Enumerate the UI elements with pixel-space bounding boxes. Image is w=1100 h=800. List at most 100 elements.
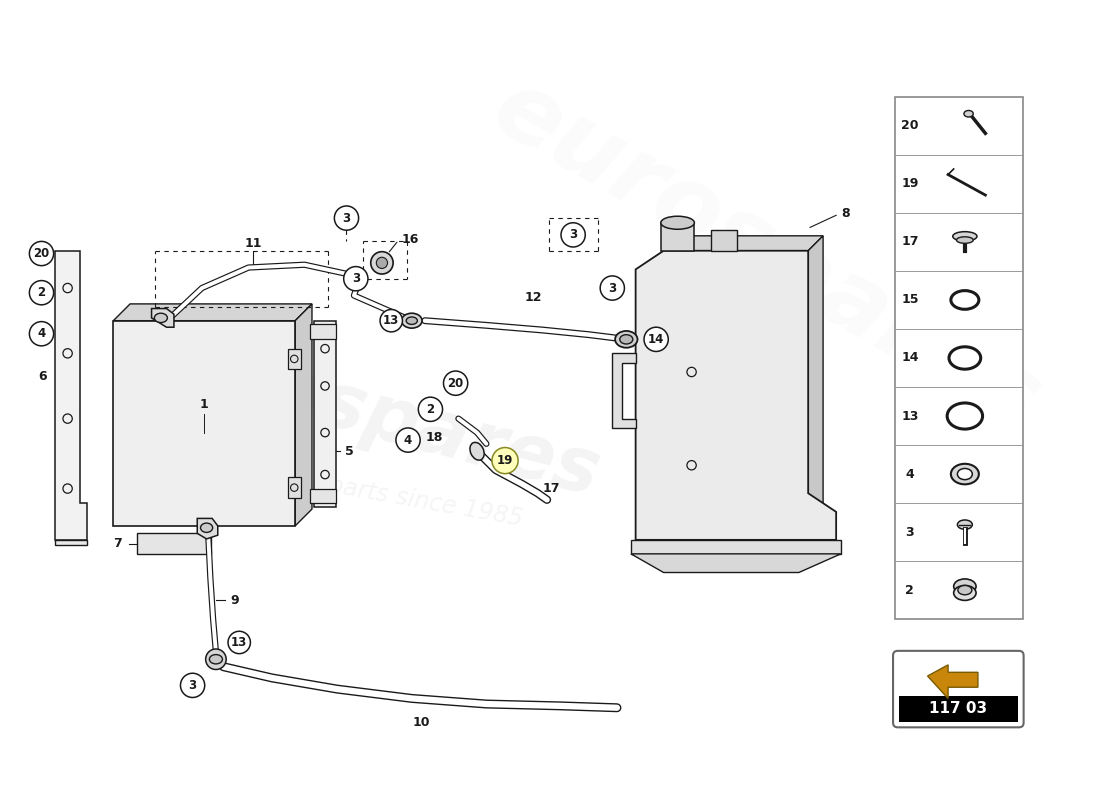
FancyBboxPatch shape [895,97,1023,619]
Circle shape [371,252,393,274]
Circle shape [644,327,669,351]
Ellipse shape [402,314,422,328]
Circle shape [30,281,54,305]
Ellipse shape [209,654,222,664]
Ellipse shape [406,317,417,325]
Circle shape [334,206,359,230]
Text: 3: 3 [608,282,616,294]
Text: 20: 20 [901,119,918,132]
FancyBboxPatch shape [661,222,694,250]
Ellipse shape [953,232,977,241]
Circle shape [206,649,227,670]
Text: 14: 14 [901,351,918,365]
Text: 4: 4 [905,467,914,481]
Polygon shape [295,304,312,526]
Polygon shape [613,354,636,428]
Text: 16: 16 [402,233,419,246]
FancyBboxPatch shape [310,325,337,339]
Text: 12: 12 [525,291,542,304]
Ellipse shape [661,216,694,230]
Text: 17: 17 [901,235,918,249]
Text: 4: 4 [37,327,45,340]
Text: 117 03: 117 03 [930,701,988,716]
Ellipse shape [200,523,212,533]
Ellipse shape [964,110,974,117]
Text: 20: 20 [448,377,464,390]
FancyBboxPatch shape [893,651,1024,727]
Polygon shape [152,309,174,327]
Ellipse shape [615,331,638,348]
Text: 19: 19 [497,454,514,467]
Polygon shape [631,554,840,573]
Text: 13: 13 [383,314,399,327]
Text: 2: 2 [427,402,434,416]
Ellipse shape [957,237,974,243]
Ellipse shape [954,579,976,594]
FancyBboxPatch shape [288,478,300,498]
FancyBboxPatch shape [113,321,295,526]
Polygon shape [927,665,978,698]
Circle shape [601,276,625,300]
Text: 15: 15 [901,294,918,306]
Ellipse shape [957,469,972,480]
Circle shape [492,447,518,474]
Circle shape [396,428,420,452]
Text: 19: 19 [901,178,918,190]
Circle shape [30,322,54,346]
FancyBboxPatch shape [899,696,1018,722]
Text: 5: 5 [345,445,354,458]
Ellipse shape [470,442,484,460]
Text: 7: 7 [113,537,122,550]
Circle shape [30,242,54,266]
Polygon shape [631,540,840,554]
Text: 14: 14 [648,333,664,346]
Polygon shape [636,250,836,540]
Text: eurospares: eurospares [476,62,1056,450]
Text: 3: 3 [905,526,914,538]
Text: 13: 13 [901,410,918,422]
FancyBboxPatch shape [288,349,300,369]
Text: 3: 3 [188,679,197,692]
Circle shape [561,222,585,247]
FancyBboxPatch shape [310,489,337,503]
FancyBboxPatch shape [712,230,737,250]
Polygon shape [113,304,312,321]
Circle shape [443,371,468,395]
Text: 20: 20 [33,247,50,260]
Ellipse shape [154,314,167,322]
Text: 3: 3 [342,211,351,225]
Text: 3: 3 [352,272,360,286]
Text: 11: 11 [244,237,262,250]
Ellipse shape [958,586,972,594]
Text: 18: 18 [426,430,443,444]
Text: 9: 9 [230,594,239,607]
Text: 4: 4 [404,434,412,446]
Text: 2: 2 [37,286,45,299]
Text: 10: 10 [412,716,430,729]
Ellipse shape [950,464,979,484]
Ellipse shape [619,334,632,344]
Circle shape [376,258,387,269]
Ellipse shape [954,586,976,600]
Text: eurospares: eurospares [122,316,608,512]
Polygon shape [55,540,87,545]
Polygon shape [808,236,823,540]
Text: 13: 13 [231,636,248,649]
Polygon shape [55,250,87,540]
Ellipse shape [957,520,972,530]
Circle shape [228,631,251,654]
Text: 8: 8 [842,207,850,220]
Circle shape [343,266,367,291]
Circle shape [381,310,403,332]
Polygon shape [663,236,823,250]
Text: 2: 2 [905,584,914,597]
Polygon shape [197,518,218,539]
FancyBboxPatch shape [314,321,337,507]
Text: 3: 3 [569,228,578,242]
Text: 6: 6 [39,370,46,383]
Text: 1: 1 [199,398,208,411]
Text: a passion for parts since 1985: a passion for parts since 1985 [168,446,525,531]
Circle shape [180,674,205,698]
Circle shape [418,397,442,422]
Text: 17: 17 [543,482,560,495]
